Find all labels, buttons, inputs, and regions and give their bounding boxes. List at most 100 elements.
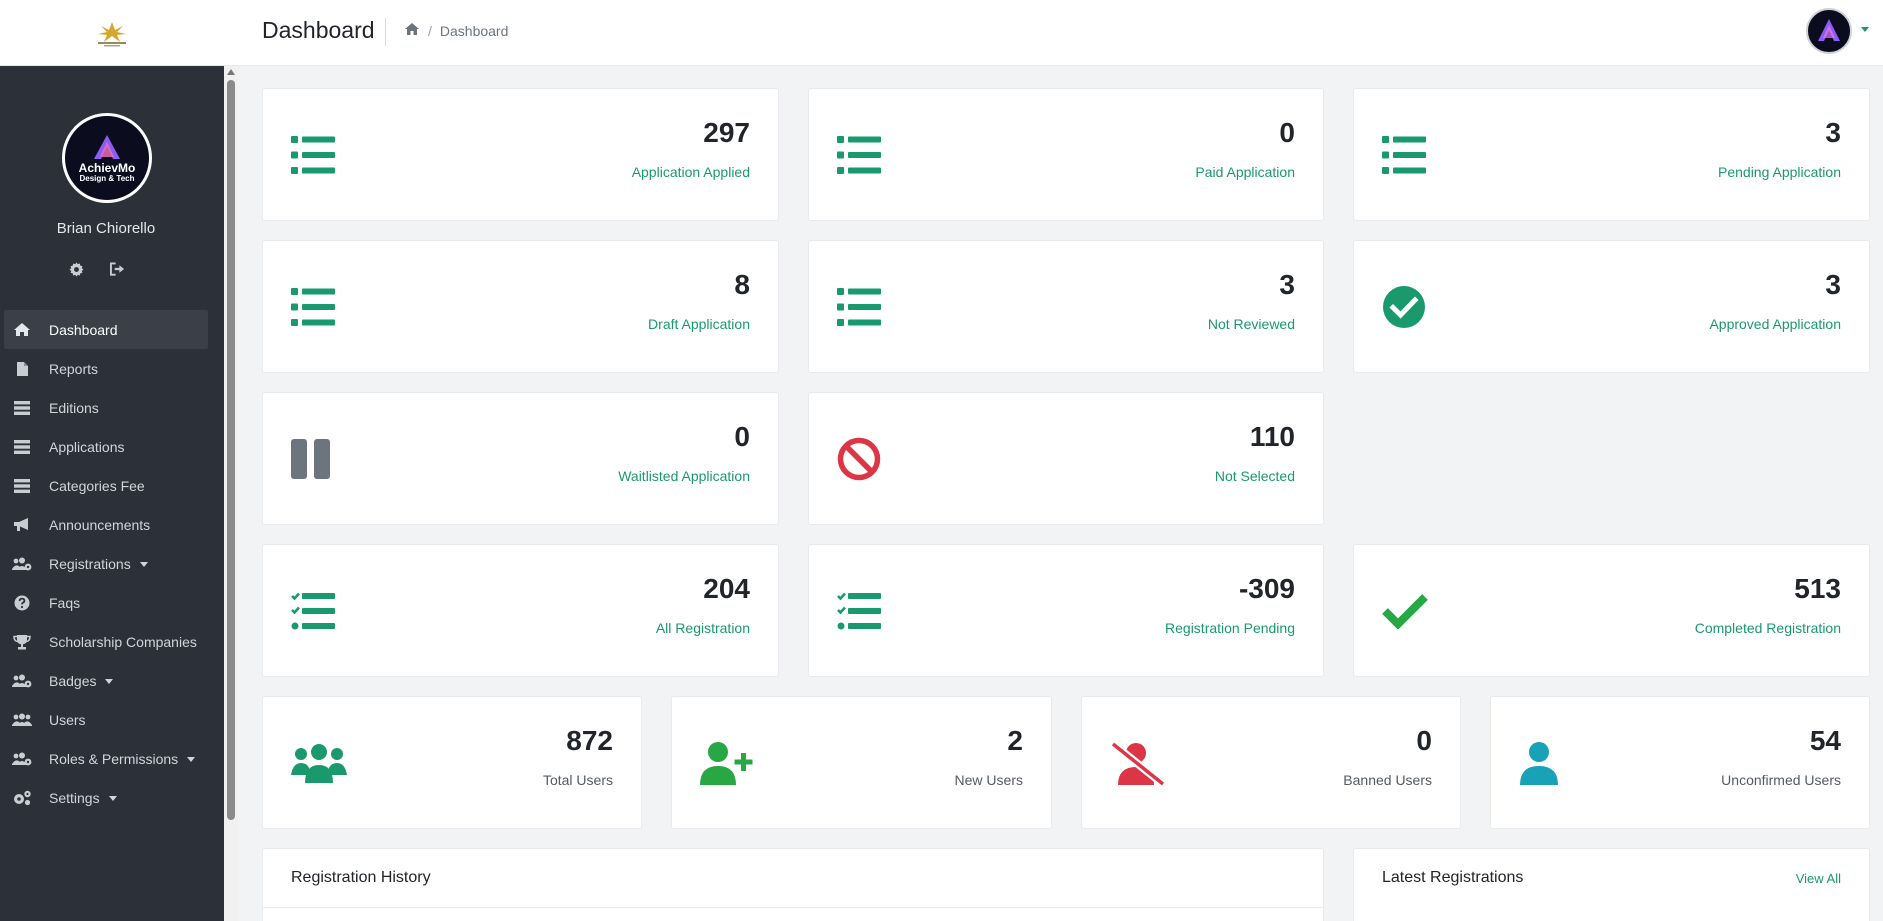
stat-card-paid-application[interactable]: 0 Paid Application — [808, 88, 1324, 221]
stat-value: 0 — [1416, 725, 1432, 756]
sidebar-nav: Dashboard Reports Editions Applications … — [0, 310, 224, 817]
sidebar-item-label: Registrations — [49, 555, 131, 572]
stat-card-completed-registration[interactable]: 513 Completed Registration — [1353, 544, 1870, 677]
home-icon[interactable] — [404, 22, 420, 39]
chevron-down-icon — [139, 561, 148, 567]
stat-card-not-reviewed[interactable]: 3 Not Reviewed — [808, 240, 1324, 373]
ban-icon — [837, 437, 881, 481]
sign-out-icon[interactable] — [109, 261, 125, 277]
sidebar-item-settings[interactable]: Settings — [0, 778, 224, 817]
view-all-link[interactable]: View All — [1795, 871, 1841, 886]
trophy-icon — [12, 634, 32, 650]
stat-card-new-users[interactable]: 2 New Users — [671, 696, 1052, 829]
breadcrumb-current: Dashboard — [439, 22, 509, 39]
list-icon — [1382, 135, 1426, 174]
sidebar-item-label: Applications — [49, 438, 125, 455]
title-divider — [385, 18, 386, 46]
sidebar-item-badges[interactable]: Badges — [0, 661, 224, 700]
question-icon — [12, 595, 32, 611]
sidebar-item-label: Faqs — [49, 594, 81, 611]
sidebar-item-label: Categories Fee — [49, 477, 145, 494]
megaphone-icon — [12, 517, 32, 533]
stat-card-unconfirmed-users[interactable]: 54 Unconfirmed Users — [1490, 696, 1870, 829]
stat-card-registration-pending[interactable]: -309 Registration Pending — [808, 544, 1324, 677]
stat-label: Waitlisted Application — [618, 468, 750, 484]
sidebar-item-label: Dashboard — [49, 321, 118, 338]
chevron-down-icon — [108, 795, 117, 801]
stat-label: Pending Application — [1718, 164, 1841, 180]
stat-value: 872 — [566, 725, 613, 756]
sidebar-item-users[interactable]: Users — [0, 700, 224, 739]
gear-icon[interactable] — [68, 261, 84, 277]
user-avatar-menu[interactable] — [1806, 8, 1852, 54]
latest-registrations-panel: Latest Registrations View All — [1353, 848, 1870, 921]
sidebar: AchievMo Design & Tech Brian Chiorello D… — [0, 66, 224, 921]
stat-value: 0 — [734, 421, 750, 452]
sidebar-item-label: Scholarship Companies — [49, 633, 197, 650]
brand-logo-text: AchievMo — [78, 160, 136, 175]
chevron-down-icon[interactable] — [1861, 27, 1869, 32]
stat-card-not-selected[interactable]: 110 Not Selected — [808, 392, 1324, 525]
users-icon — [12, 712, 32, 728]
stack-icon — [12, 400, 32, 416]
stat-card-draft-application[interactable]: 8 Draft Application — [262, 240, 779, 373]
breadcrumb: / Dashboard — [404, 22, 508, 39]
check-circle-icon — [1382, 285, 1426, 329]
stat-label: Not Selected — [1214, 468, 1295, 484]
brand-logo[interactable] — [0, 0, 224, 66]
stat-label: New Users — [954, 772, 1023, 788]
sidebar-item-reports[interactable]: Reports — [0, 349, 224, 388]
profile-name: Brian Chiorello — [56, 220, 156, 237]
sidebar-item-editions[interactable]: Editions — [0, 388, 224, 427]
users-icon — [291, 743, 347, 783]
sidebar-item-faqs[interactable]: Faqs — [0, 583, 224, 622]
stat-value: 3 — [1279, 269, 1295, 300]
sidebar-item-label: Roles & Permissions — [49, 750, 179, 767]
list-icon — [837, 287, 881, 326]
sidebar-item-registrations[interactable]: Registrations — [0, 544, 224, 583]
stat-label: Paid Application — [1195, 164, 1295, 180]
stat-card-all-registration[interactable]: 204 All Registration — [262, 544, 779, 677]
sidebar-item-scholarship-companies[interactable]: Scholarship Companies — [0, 622, 224, 661]
sidebar-item-label: Badges — [49, 672, 97, 689]
stat-value: 3 — [1825, 269, 1841, 300]
sidebar-item-label: Reports — [49, 360, 99, 377]
stat-value: 3 — [1825, 117, 1841, 148]
pause-icon — [291, 438, 331, 479]
sidebar-item-categories-fee[interactable]: Categories Fee — [0, 466, 224, 505]
sidebar-item-announcements[interactable]: Announcements — [0, 505, 224, 544]
panel-title: Latest Registrations — [1382, 869, 1524, 886]
file-icon — [12, 361, 32, 377]
stat-value: 110 — [1249, 421, 1295, 452]
sidebar-item-roles-permissions[interactable]: Roles & Permissions — [0, 739, 224, 778]
stat-card-approved-application[interactable]: 3 Approved Application — [1353, 240, 1870, 373]
stat-card-application-applied[interactable]: 297 Application Applied — [262, 88, 779, 221]
user-plus-icon — [700, 741, 756, 785]
stat-label: Completed Registration — [1694, 620, 1841, 636]
stat-label: Total Users — [542, 772, 613, 788]
sidebar-item-dashboard[interactable]: Dashboard — [4, 310, 208, 349]
scroll-up-arrow[interactable] — [227, 69, 235, 75]
scrollbar-thumb[interactable] — [227, 80, 235, 820]
stat-label: Approved Application — [1709, 316, 1841, 332]
stat-value: 513 — [1794, 573, 1841, 604]
list-icon — [837, 135, 881, 174]
top-bar: Dashboard / Dashboard — [0, 0, 1883, 66]
users-cog-icon — [12, 556, 32, 572]
stat-card-pending-application[interactable]: 3 Pending Application — [1353, 88, 1870, 221]
stat-card-total-users[interactable]: 872 Total Users — [262, 696, 642, 829]
profile-avatar: AchievMo Design & Tech — [62, 113, 152, 203]
brand-mark-icon — [94, 134, 120, 159]
list-icon — [291, 135, 335, 174]
stat-label: Not Reviewed — [1207, 316, 1295, 332]
stat-card-waitlisted-application[interactable]: 0 Waitlisted Application — [262, 392, 779, 525]
profile-actions — [68, 261, 125, 277]
panel-title: Registration History — [291, 869, 431, 886]
tasks-icon — [837, 592, 881, 630]
brand-logo-subtext: Design & Tech — [79, 173, 135, 183]
sidebar-item-applications[interactable]: Applications — [0, 427, 224, 466]
stat-card-banned-users[interactable]: 0 Banned Users — [1081, 696, 1461, 829]
stat-label: Banned Users — [1343, 772, 1432, 788]
stat-label: Registration Pending — [1165, 620, 1295, 636]
user-slash-icon — [1110, 740, 1166, 786]
